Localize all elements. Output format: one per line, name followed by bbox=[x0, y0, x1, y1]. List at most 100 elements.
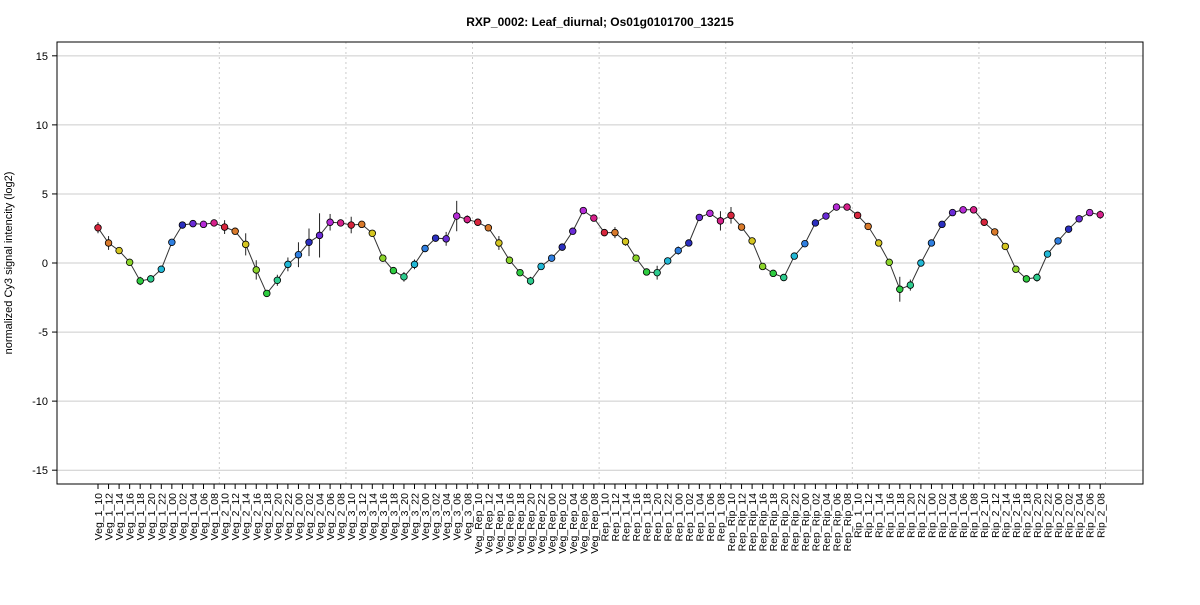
data-point bbox=[358, 220, 366, 229]
x-tick-label: Veg_3_02 bbox=[431, 493, 443, 540]
x-tick-label: Veg_Rep_20 bbox=[526, 493, 538, 554]
x-tick-label: Veg_2_22 bbox=[283, 493, 295, 540]
data-point bbox=[368, 229, 376, 238]
data-point bbox=[547, 254, 556, 262]
x-tick-label: Rip_1_18 bbox=[895, 493, 907, 538]
data-point bbox=[1043, 250, 1052, 258]
data-point bbox=[590, 214, 598, 222]
data-point bbox=[664, 257, 672, 265]
data-point bbox=[305, 238, 313, 246]
x-tick-label: Rep_1_02 bbox=[684, 493, 696, 542]
data-point bbox=[579, 206, 587, 215]
data-point bbox=[495, 239, 503, 247]
x-tick-label: Veg_Rep_12 bbox=[483, 493, 495, 554]
x-tick-label: Veg_2_08 bbox=[336, 493, 348, 540]
x-tick-label: Rip_2_16 bbox=[1011, 493, 1023, 538]
data-point bbox=[94, 224, 102, 232]
data-point bbox=[642, 268, 651, 276]
data-point bbox=[474, 218, 482, 226]
data-point bbox=[980, 218, 988, 226]
data-point bbox=[125, 258, 134, 267]
x-tick-label: Veg_3_10 bbox=[346, 493, 358, 540]
x-tick-label: Rip_1_08 bbox=[969, 493, 981, 538]
x-tick-label: Veg_3_22 bbox=[410, 493, 422, 540]
y-tick-label: 10 bbox=[36, 120, 48, 132]
x-tick-label: Veg_3_14 bbox=[367, 493, 379, 540]
x-tick-label: Veg_2_14 bbox=[241, 493, 253, 540]
data-point bbox=[157, 265, 165, 273]
y-tick-label: -15 bbox=[32, 465, 48, 477]
data-point bbox=[822, 212, 830, 220]
data-point bbox=[569, 227, 577, 235]
x-tick-label: Rip_2_20 bbox=[1032, 493, 1044, 538]
x-tick-label: Rep_Rip_12 bbox=[737, 493, 749, 552]
x-tick-label: Rip_1_22 bbox=[916, 493, 928, 538]
x-tick-label: Rip_2_00 bbox=[1053, 493, 1065, 538]
x-tick-label: Veg_1_14 bbox=[114, 493, 126, 540]
y-axis: -15 -10 -5 0 5 10 15 bbox=[32, 51, 57, 477]
x-tick-label: Rep_Rip_14 bbox=[747, 493, 759, 552]
x-tick-label: Rep_Rip_06 bbox=[832, 493, 844, 552]
data-point bbox=[1096, 210, 1104, 219]
data-point bbox=[653, 268, 661, 277]
data-point bbox=[927, 239, 936, 247]
data-point bbox=[780, 273, 788, 282]
data-point bbox=[315, 231, 324, 240]
data-point bbox=[959, 206, 967, 214]
data-point bbox=[1022, 275, 1031, 283]
data-point bbox=[231, 227, 239, 235]
data-point bbox=[199, 220, 208, 229]
x-tick-label: Rep_1_14 bbox=[621, 493, 633, 542]
data-point bbox=[442, 235, 450, 243]
x-tick-label: Rip_1_10 bbox=[853, 493, 865, 538]
x-tick-label: Rip_2_02 bbox=[1064, 493, 1076, 538]
x-tick-label: Veg_2_10 bbox=[220, 493, 232, 540]
x-tick-label: Veg_Rep_04 bbox=[568, 493, 580, 554]
data-point bbox=[885, 258, 893, 267]
x-tick-label: Rip_2_04 bbox=[1074, 493, 1086, 538]
x-tick-label: Rip_1_20 bbox=[905, 493, 917, 538]
data-point bbox=[484, 224, 493, 232]
x-tick-label: Rep_Rip_16 bbox=[758, 493, 770, 552]
y-tick-label: 0 bbox=[42, 258, 48, 270]
data-point bbox=[948, 208, 957, 217]
data-point bbox=[389, 266, 398, 275]
x-tick-label: Rep_1_18 bbox=[642, 493, 654, 542]
x-tick-label: Rip_1_12 bbox=[863, 493, 875, 538]
x-tick-label: Rep_1_00 bbox=[673, 493, 685, 542]
x-tick-label: Veg_Rep_14 bbox=[494, 493, 506, 554]
data-point bbox=[147, 275, 155, 283]
x-tick-label: Rep_1_20 bbox=[652, 493, 664, 542]
data-point bbox=[938, 220, 946, 229]
data-point bbox=[969, 206, 978, 214]
grid-layer bbox=[57, 55, 1143, 471]
data-point bbox=[1075, 215, 1083, 223]
x-tick-label: Rep_1_08 bbox=[715, 493, 727, 542]
data-point bbox=[210, 219, 218, 227]
data-point bbox=[1001, 242, 1009, 251]
x-tick-label: Veg_1_20 bbox=[146, 493, 158, 540]
data-point bbox=[769, 269, 777, 278]
x-tick-label: Veg_3_00 bbox=[420, 493, 432, 540]
data-point bbox=[737, 223, 746, 231]
x-tick-label: Rip_1_06 bbox=[958, 493, 970, 538]
x-tick-label: Veg_1_10 bbox=[93, 493, 105, 540]
x-tick-label: Rep_Rip_04 bbox=[821, 493, 833, 552]
data-point bbox=[379, 254, 387, 262]
y-tick-label: -5 bbox=[38, 327, 48, 339]
y-tick-label: -10 bbox=[32, 396, 48, 408]
x-tick-label: Rep_1_12 bbox=[610, 493, 622, 542]
x-tick-label: Veg_3_16 bbox=[378, 493, 390, 540]
data-point bbox=[917, 259, 925, 267]
data-point bbox=[706, 209, 714, 217]
data-point bbox=[832, 203, 841, 211]
data-point bbox=[284, 260, 292, 269]
x-tick-label: Rip_2_22 bbox=[1043, 493, 1055, 538]
x-tick-label: Rip_1_00 bbox=[926, 493, 938, 538]
x-tick-label: Veg_Rep_22 bbox=[536, 493, 548, 554]
data-point bbox=[421, 244, 429, 253]
data-point bbox=[1054, 237, 1062, 245]
data-point bbox=[875, 239, 883, 247]
x-tick-label: Veg_2_18 bbox=[262, 493, 274, 540]
x-tick-label: Rep_Rip_10 bbox=[726, 493, 738, 552]
